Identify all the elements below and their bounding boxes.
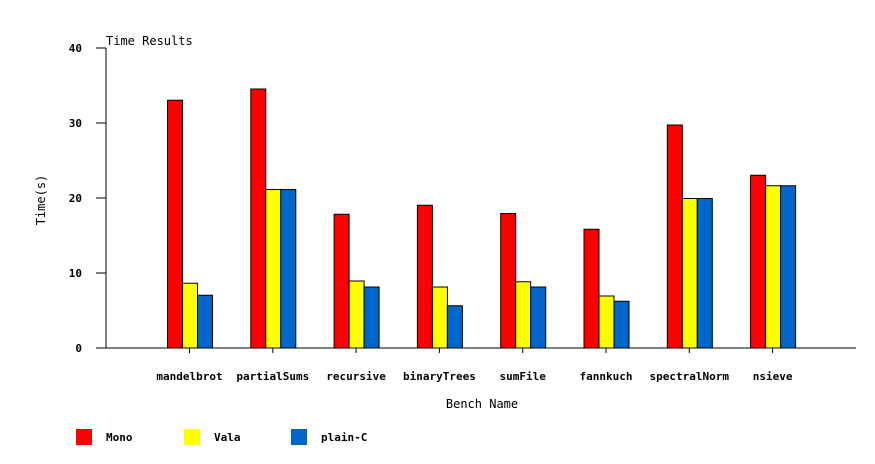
x-tick-label: binaryTrees [403, 370, 476, 383]
x-tick-label: mandelbrot [156, 370, 222, 383]
y-tick-label: 10 [69, 267, 82, 280]
bar-vala-spectralnorm [681, 198, 698, 349]
x-axis-label: Bench Name [446, 397, 518, 411]
bar-mono-binarytrees [416, 204, 433, 349]
x-tick-label: recursive [326, 370, 386, 383]
bar-plain-c-nsieve [780, 185, 797, 349]
bar-plain-c-spectralnorm [696, 198, 713, 349]
y-axis-label: Time(s) [34, 175, 48, 226]
legend-label-mono: Mono [106, 431, 133, 444]
plot-area: 0 10 20 30 40 mandelbrot partialSums recursive b… [69, 42, 856, 383]
x-tick-label: partialSums [236, 370, 309, 383]
legend-label-vala: Vala [214, 431, 241, 444]
bar-vala-nsieve [765, 185, 782, 349]
x-tick-label: fannkuch [580, 370, 633, 383]
legend-swatch-mono [76, 429, 92, 445]
bar-vala-fannkuch [598, 295, 615, 349]
bar-mono-sumfile [500, 213, 517, 349]
y-tick-label: 30 [69, 117, 82, 130]
legend-swatch-vala [184, 429, 200, 445]
bar-plain-c-mandelbrot [197, 294, 213, 349]
bar-plain-c-sumfile [530, 286, 547, 349]
y-tick-label: 0 [75, 342, 82, 355]
chart-title: Time Results [106, 34, 193, 48]
bar-vala-mandelbrot [182, 282, 198, 349]
bar-plain-c-binarytrees [446, 305, 463, 349]
bar-vala-sumfile [515, 281, 532, 349]
x-tick-label: nsieve [753, 370, 793, 383]
bar-mono-nsieve [750, 174, 767, 349]
bar-plain-c-partialsums [280, 189, 297, 349]
bar-mono-fannkuch [583, 228, 600, 349]
x-tick-label: sumFile [500, 370, 547, 383]
y-tick-label: 40 [69, 42, 82, 55]
legend-label-plain-c: plain-C [321, 431, 368, 444]
bar-vala-partialsums [265, 189, 282, 349]
y-tick-label: 20 [69, 192, 82, 205]
bar-mono-spectralnorm [666, 124, 683, 349]
bar-mono-mandelbrot [167, 99, 183, 349]
bar-mono-partialsums [250, 88, 267, 349]
bar-mono-recursive [333, 213, 350, 349]
bar-plain-c-fannkuch [613, 300, 630, 349]
bar-plain-c-recursive [363, 286, 380, 349]
x-tick-label: spectralNorm [650, 370, 730, 383]
bar-vala-recursive [348, 280, 365, 349]
legend-swatch-plain-c [291, 429, 307, 445]
bar-vala-binarytrees [431, 286, 448, 349]
